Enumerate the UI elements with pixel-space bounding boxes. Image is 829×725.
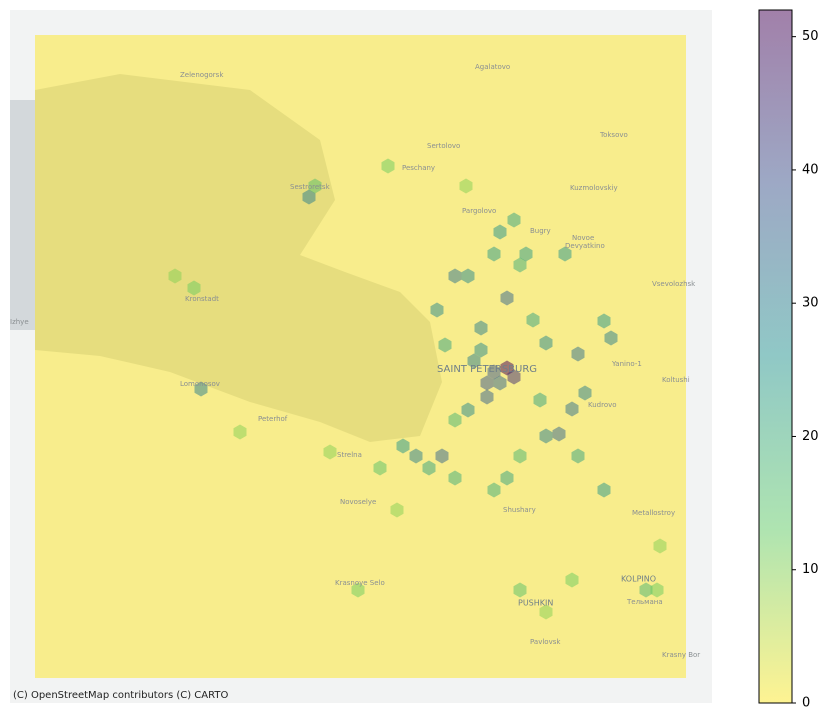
hex-bin [233,424,247,440]
colorbar-tick-label: 20 [802,429,819,444]
place-label: Vsevolozhsk [652,280,696,288]
colorbar-tick-label: 10 [802,562,819,577]
place-label: SAINT PETERSBURG [437,364,537,375]
hex-bin [539,335,553,351]
hex-bin [565,401,579,417]
hex-bin [571,448,585,464]
hex-bin [571,346,585,362]
place-label: Novoselye [340,498,376,506]
attribution: (C) OpenStreetMap contributors (C) CARTO [13,690,228,701]
place-label: PUSHKIN [518,599,553,608]
hex-bin [422,460,436,476]
hex-bin [487,482,501,498]
place-label: Peterhof [258,415,288,423]
hex-bin [168,268,182,284]
colorbar-tick-label: 40 [802,162,819,177]
hex-bin [461,402,475,418]
colorbar-tick-label: 0 [802,696,810,711]
hex-bin [448,268,462,284]
place-label: Shushary [503,506,536,514]
place-label: Pavlovsk [530,638,561,646]
hex-bin [565,572,579,588]
place-label: Peschany [402,164,435,172]
place-label: Kronstadt [185,295,219,303]
place-label: Yanino-1 [611,360,642,368]
hex-bin [302,189,316,205]
place-label: KOLPINO [621,575,656,584]
place-label: Pargolovo [462,207,496,215]
hex-bin [448,470,462,486]
hex-bin [513,448,527,464]
hex-bin [507,369,521,385]
hex-bin [194,381,208,397]
hex-bin [409,448,423,464]
hex-bin [493,224,507,240]
hex-bin [351,582,365,598]
hex-bin [487,246,501,262]
place-label: Metallostroy [632,509,675,517]
hex-bin [438,337,452,353]
hex-bin [507,212,521,228]
hex-bin [390,502,404,518]
place-label: Sertolovo [427,142,460,150]
place-label: Agalatovo [475,63,510,71]
hex-bin [604,330,618,346]
hex-bin [487,364,501,380]
hex-bin [650,582,664,598]
hex-bin [480,375,494,391]
colorbar-tick-label: 30 [802,296,819,311]
place-label: Izhye [10,318,29,326]
hex-bin [539,428,553,444]
hex-bin [552,426,566,442]
place-label: Toksovo [599,131,628,139]
place-label: Strelna [337,451,362,459]
place-label: Devyatkino [565,242,605,250]
place-label: Krasnoye Selo [335,579,385,587]
hex-bin [653,538,667,554]
hex-bin [500,470,514,486]
place-label: Zelenogorsk [180,71,224,79]
hex-bin [513,582,527,598]
hex-bin [526,312,540,328]
place-label: Novoe [572,234,594,242]
hex-bin [558,246,572,262]
hex-bin [430,302,444,318]
water [10,100,35,330]
hex-bin [539,604,553,620]
place-label: Krasny Bor [662,651,700,659]
hex-bin [533,392,547,408]
colorbar-tick-label: 50 [802,29,819,44]
hex-bin [500,290,514,306]
hex-bin [480,389,494,405]
hex-bin [323,444,337,460]
place-label: Kudrovo [588,401,617,409]
hex-bin [493,375,507,391]
hex-bin [187,280,201,296]
place-label: Тельмана [626,598,663,606]
hex-bin [308,178,322,194]
hex-bin [396,438,410,454]
hex-bin [373,460,387,476]
hex-bin [381,158,395,174]
hex-bin [578,385,592,401]
place-label: Lomonosov [180,380,220,388]
hex-bin [459,178,473,194]
hex-bin [467,353,481,369]
hex-bin [513,257,527,273]
colorbar [758,9,793,704]
place-label: Kuzmolovskiy [570,184,618,192]
hex-bin [474,320,488,336]
hex-bin [461,268,475,284]
hex-bin [474,342,488,358]
hex-bin [597,482,611,498]
hex-bin [519,246,533,262]
hex-bin [639,582,653,598]
place-label: Sestroretsk [290,183,331,191]
hex-bin [435,448,449,464]
hex-bin [448,412,462,428]
hex-bin [597,313,611,329]
place-label: Bugry [530,227,551,235]
place-label: Koltushi [662,376,690,384]
